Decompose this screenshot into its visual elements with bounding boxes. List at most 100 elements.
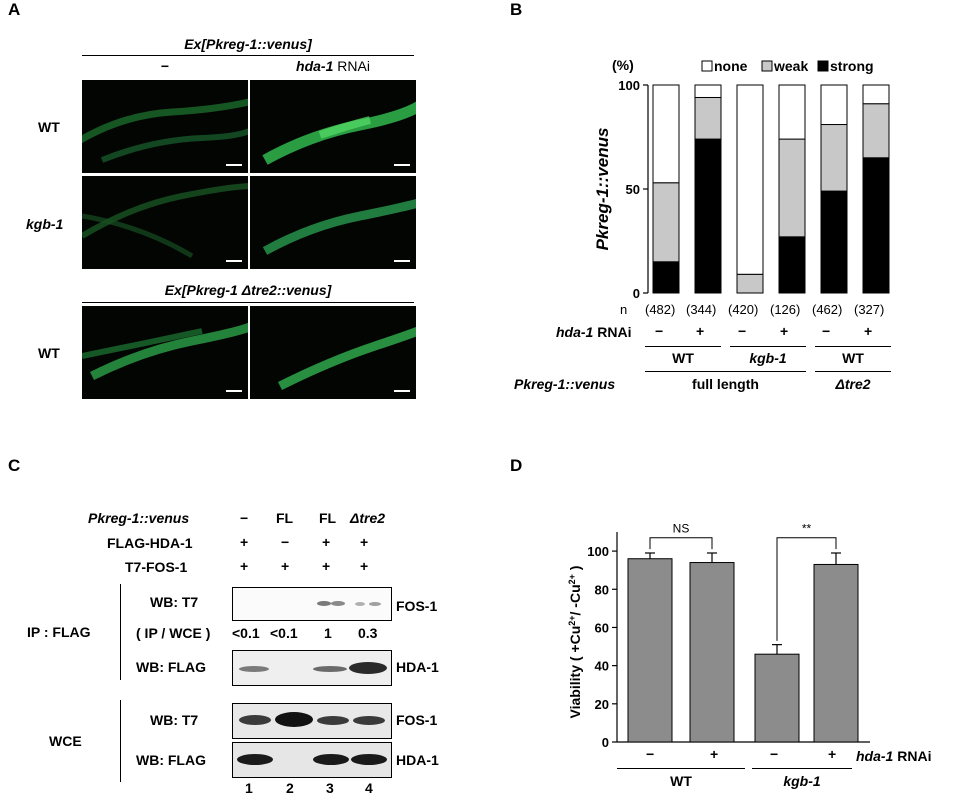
bar: [754, 653, 800, 743]
panel-b-row-label: Pkreg-1::venus: [514, 376, 616, 392]
blot-wce-t7: [232, 703, 392, 739]
bar-segment-weak: [694, 96, 722, 140]
worm-image: [262, 198, 416, 255]
n-value: (482): [645, 302, 676, 317]
bar-segment-none: [736, 84, 764, 275]
scale-bar: [226, 164, 242, 166]
n-value: (420): [728, 302, 759, 317]
worm-image: [277, 326, 416, 391]
protein-label-hda1: HDA-1: [396, 659, 439, 675]
panel-c-wce-label: WCE: [49, 733, 82, 749]
worm-image: [82, 183, 248, 259]
rnai-suffix: RNAi: [893, 748, 932, 764]
y-unit: (%): [612, 57, 634, 73]
panel-d-rnai-label: hda-1 RNAi: [856, 748, 931, 764]
panel-b-n-label: n: [620, 302, 628, 317]
blot-band: [317, 601, 331, 606]
bar-segment-strong: [862, 157, 890, 294]
worm-image: [82, 98, 248, 163]
blot-band: [355, 602, 365, 606]
y-axis-label: Pkreg-1::venus: [593, 128, 612, 251]
blot-band: [351, 754, 387, 765]
ip-bracket: [120, 584, 121, 680]
legend-swatch-weak: [761, 60, 773, 72]
panel-b-rnai-signs: − + − + − +: [640, 323, 900, 341]
micrograph-kgb1-control: [82, 176, 248, 269]
pkreg-value: −: [240, 510, 249, 526]
panel-c-row-pkreg: Pkreg-1::venus: [88, 510, 190, 526]
panel-a-construct-2: Ex[Pkreg-1 Δtre2::venus]: [164, 282, 332, 298]
blot-band: [331, 601, 345, 606]
lane-number: 3: [326, 780, 334, 796]
bar-segment-weak: [736, 273, 764, 294]
panel-c-ratios: <0.1 <0.1 1 0.3: [232, 625, 392, 643]
ratio-label: ( IP / WCE ): [136, 625, 211, 641]
flag-value: +: [322, 534, 331, 550]
t7-value: +: [240, 558, 249, 574]
ratio-value: <0.1: [232, 625, 260, 641]
panel-a-col-rnai: hda-1 RNAi: [250, 58, 416, 74]
blot-band: [369, 602, 381, 606]
legend-swatch-none: [701, 60, 713, 72]
t7-value: +: [360, 558, 369, 574]
construct-line-dtre2: [815, 371, 891, 372]
scale-bar: [226, 390, 242, 392]
panel-b-rnai-label: hda-1 RNAi: [556, 324, 631, 340]
strain-label: kgb-1: [749, 350, 787, 366]
construct-line-full: [645, 371, 806, 372]
panel-a-construct-2-line: [82, 302, 414, 303]
rnai-sign: +: [828, 746, 837, 762]
protein-label-hda1-2: HDA-1: [396, 752, 439, 768]
pkreg-value: FL: [319, 510, 337, 526]
scale-bar: [226, 260, 242, 262]
bar: [627, 558, 673, 743]
n-value: (462): [812, 302, 843, 317]
wb-t7-label: WB: T7: [150, 594, 199, 610]
wb-t7-label-2: WB: T7: [150, 712, 199, 728]
panel-c-row-flag: FLAG-HDA-1: [107, 535, 193, 551]
ratio-value: 1: [324, 625, 332, 641]
y-tick-label: 100: [587, 544, 609, 559]
blot-band: [313, 754, 349, 765]
panel-a-construct-1-line: [82, 55, 414, 56]
panel-a-letter: A: [8, 0, 21, 19]
panel-a-row-kgb1: kgb-1: [26, 216, 64, 232]
bar-segment-none: [694, 84, 722, 98]
rnai-sign: +: [710, 746, 719, 762]
micrograph-kgb1-rnai: [250, 176, 416, 269]
micrograph-wt-control: [82, 80, 248, 173]
panel-a-construct-1: Ex[Pkreg-1::venus]: [184, 36, 312, 52]
panel-c-t7-vals: + + + +: [232, 558, 392, 576]
rnai-sign: −: [822, 323, 831, 339]
lane-number: 4: [365, 780, 373, 796]
strain-line-kgb1: [752, 768, 852, 769]
wb-flag-label: WB: FLAG: [136, 659, 206, 675]
rnai-sign: −: [646, 746, 655, 762]
y-tick-label: 40: [595, 659, 609, 674]
worm-image: [262, 101, 416, 165]
lane-number: 2: [286, 780, 294, 796]
wce-bracket: [120, 700, 121, 782]
blot-band: [237, 754, 273, 765]
blot-ip-t7: [232, 587, 392, 621]
micrograph-dtre2-control: [82, 306, 248, 399]
strain-label: kgb-1: [783, 773, 821, 789]
construct-label: full length: [692, 376, 759, 392]
scale-bar: [394, 260, 410, 262]
significance-bracket: [776, 537, 837, 641]
panel-a-row-wt-2: WT: [38, 345, 60, 361]
rnai-gene: hda-1: [556, 324, 594, 340]
t7-value: +: [322, 558, 331, 574]
bar-segment-weak: [820, 124, 848, 192]
t7-value: +: [281, 558, 290, 574]
protein-label-fos1-2: FOS-1: [396, 712, 438, 728]
flag-value: −: [281, 534, 290, 550]
bar: [689, 562, 735, 743]
panel-c-letter: C: [8, 456, 21, 475]
scale-bar: [394, 164, 410, 166]
panel-b-letter: B: [510, 0, 523, 19]
strain-label: WT: [842, 350, 864, 366]
strain-line-wt-2: [815, 346, 891, 347]
blot-band: [353, 716, 385, 725]
bar-segment-strong: [778, 236, 806, 294]
